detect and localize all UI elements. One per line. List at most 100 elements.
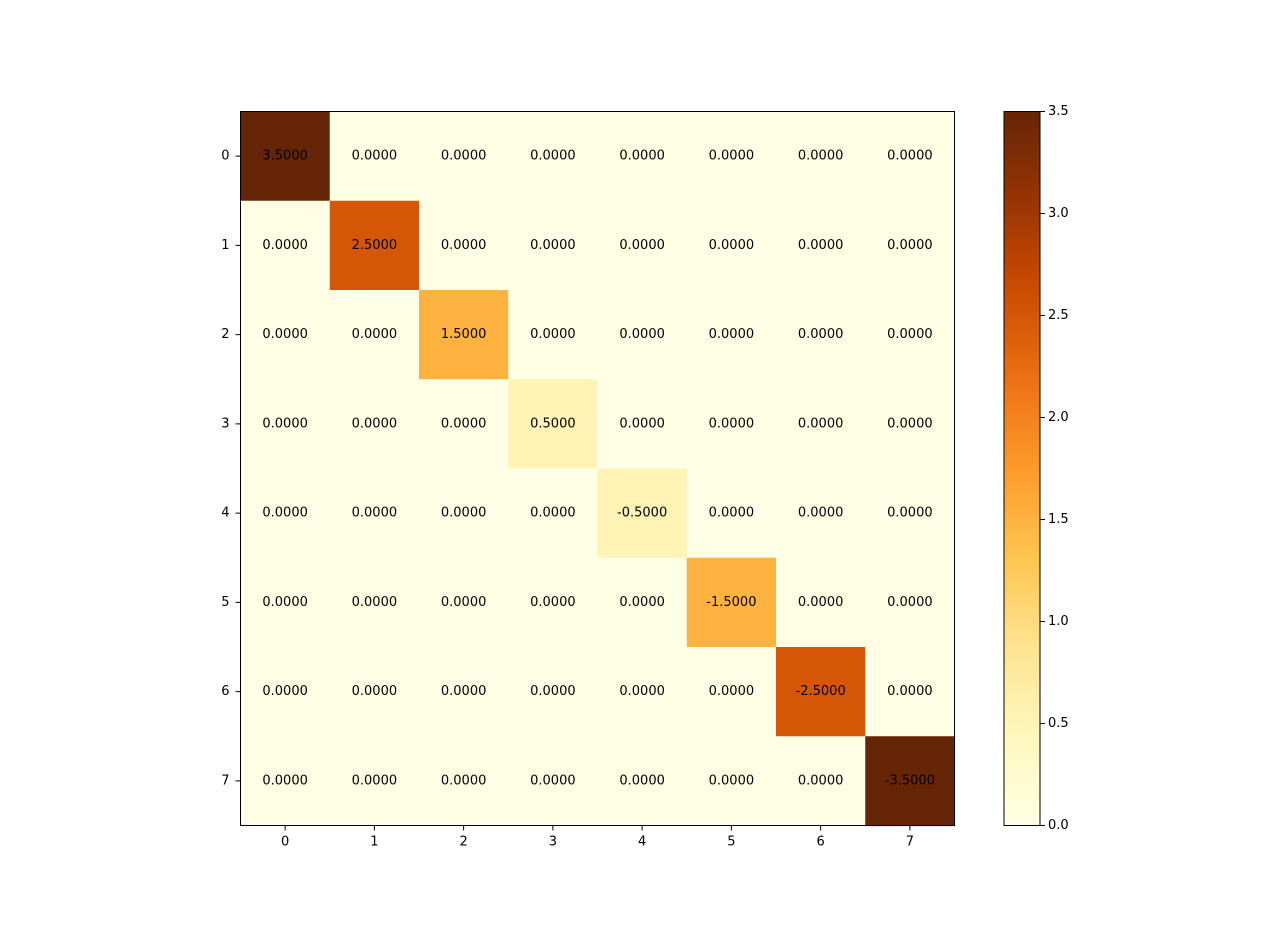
cell-value-label: 0.0000 bbox=[887, 238, 933, 253]
cell-value-label: 0.0000 bbox=[530, 595, 576, 610]
cell-value-label: -3.5000 bbox=[885, 773, 935, 788]
heatmap-cell bbox=[686, 736, 777, 827]
cell-value-label: 0.0000 bbox=[709, 327, 755, 342]
heatmap-cell bbox=[329, 379, 420, 470]
heatmap-cell bbox=[240, 736, 331, 827]
heatmap-cell bbox=[776, 557, 866, 648]
heatmap-cell bbox=[686, 379, 777, 470]
heatmap-cell bbox=[597, 468, 688, 559]
heatmap-cell bbox=[686, 468, 777, 559]
x-tick-label: 0 bbox=[281, 835, 289, 850]
heatmap-cell bbox=[329, 736, 420, 827]
y-tick-label: 6 bbox=[221, 684, 229, 699]
y-tick-label: 3 bbox=[221, 416, 229, 431]
cell-value-label: 0.0000 bbox=[441, 595, 487, 610]
cell-value-label: 0.0000 bbox=[619, 684, 665, 699]
heatmap-cell bbox=[597, 557, 688, 648]
cell-value-label: 0.0000 bbox=[530, 773, 576, 788]
cell-value-label: 0.0000 bbox=[352, 416, 398, 431]
y-tick-label: 0 bbox=[221, 149, 229, 164]
cell-value-label: 0.0000 bbox=[262, 327, 308, 342]
heatmap-cell bbox=[508, 647, 599, 737]
cell-value-label: 0.0000 bbox=[352, 327, 398, 342]
cell-value-label: 0.0000 bbox=[887, 149, 933, 164]
plot-frame bbox=[240, 111, 955, 826]
heatmap-cell bbox=[329, 647, 420, 737]
y-tick-label: 7 bbox=[221, 773, 229, 788]
heatmap-cell bbox=[865, 647, 956, 737]
cell-value-label: 0.0000 bbox=[352, 684, 398, 699]
cell-value-label: 0.0000 bbox=[709, 238, 755, 253]
cell-value-label: 0.0000 bbox=[530, 684, 576, 699]
heatmap-cell bbox=[419, 647, 509, 737]
heatmap-cell bbox=[865, 557, 956, 648]
cell-value-label: 0.0000 bbox=[530, 327, 576, 342]
heatmap-cell bbox=[597, 647, 688, 737]
cell-value-label: 0.0000 bbox=[441, 149, 487, 164]
colorbar-tick-label: 3.5 bbox=[1048, 104, 1069, 119]
heatmap-cell bbox=[597, 200, 688, 291]
cell-value-label: 0.0000 bbox=[619, 149, 665, 164]
cell-value-label: 0.0000 bbox=[798, 238, 844, 253]
cell-value-label: 0.0000 bbox=[530, 149, 576, 164]
colorbar-frame bbox=[1003, 111, 1041, 826]
heatmap-cell bbox=[329, 290, 420, 380]
heatmap-cell bbox=[597, 736, 688, 827]
heatmap-cell bbox=[776, 111, 866, 202]
y-tick-label: 4 bbox=[221, 506, 229, 521]
cell-value-label: 0.0000 bbox=[441, 416, 487, 431]
x-tick-label: 6 bbox=[816, 835, 824, 850]
heatmap-cell bbox=[508, 557, 599, 648]
cell-value-label: 0.0000 bbox=[619, 327, 665, 342]
cell-value-label: 0.0000 bbox=[619, 773, 665, 788]
heatmap-cell bbox=[508, 736, 599, 827]
cell-value-label: 0.0000 bbox=[352, 595, 398, 610]
y-tick-label: 2 bbox=[221, 327, 229, 342]
heatmap-cell-labels: 3.5000 0.0000 0.0000 0.0000 0.0000 0.0000 0.00… bbox=[262, 149, 935, 789]
cell-value-label: 0.0000 bbox=[262, 595, 308, 610]
cell-value-label: 0.0000 bbox=[709, 506, 755, 521]
heatmap-cells bbox=[240, 111, 956, 827]
cell-value-label: 0.0000 bbox=[441, 684, 487, 699]
cell-value-label: 0.0000 bbox=[798, 327, 844, 342]
heatmap-cell bbox=[597, 111, 688, 202]
heatmap-cell bbox=[686, 111, 777, 202]
heatmap-cell bbox=[329, 200, 420, 291]
heatmap-cell bbox=[240, 290, 331, 380]
heatmap-cell bbox=[419, 200, 509, 291]
cell-value-label: 0.0000 bbox=[352, 773, 398, 788]
x-tick-label: 2 bbox=[459, 835, 467, 850]
cell-value-label: 0.0000 bbox=[709, 416, 755, 431]
heatmap-cell bbox=[419, 736, 509, 827]
colorbar-tick-label: 2.5 bbox=[1048, 308, 1069, 323]
cell-value-label: 0.5000 bbox=[530, 416, 576, 431]
heatmap-cell bbox=[776, 379, 866, 470]
cell-value-label: 0.0000 bbox=[887, 684, 933, 699]
heatmap-cell bbox=[240, 379, 331, 470]
cell-value-label: 0.0000 bbox=[798, 595, 844, 610]
heatmap-cell bbox=[419, 379, 509, 470]
heatmap-cell bbox=[419, 111, 509, 202]
x-tick-label: 5 bbox=[727, 835, 735, 850]
heatmap-cell bbox=[865, 290, 956, 380]
heatmap-cell bbox=[686, 290, 777, 380]
heatmap-cell bbox=[240, 200, 331, 291]
cell-value-label: 0.0000 bbox=[619, 595, 665, 610]
heatmap-cell bbox=[865, 736, 956, 827]
heatmap-cell bbox=[329, 468, 420, 559]
heatmap-cell bbox=[865, 200, 956, 291]
heatmap-cell bbox=[240, 557, 331, 648]
heatmap-cell bbox=[597, 290, 688, 380]
y-tick-label: 5 bbox=[221, 595, 229, 610]
heatmap-cell bbox=[776, 647, 866, 737]
colorbar-tick-label: 1.0 bbox=[1048, 614, 1069, 629]
heatmap-cell bbox=[776, 468, 866, 559]
heatmap-cell bbox=[240, 468, 331, 559]
cell-value-label: 0.0000 bbox=[709, 684, 755, 699]
heatmap-cell bbox=[865, 468, 956, 559]
cell-value-label: 0.0000 bbox=[887, 416, 933, 431]
cell-value-label: 0.0000 bbox=[530, 506, 576, 521]
cell-value-label: 0.0000 bbox=[798, 149, 844, 164]
colorbar-tick-label: 1.5 bbox=[1048, 512, 1069, 527]
